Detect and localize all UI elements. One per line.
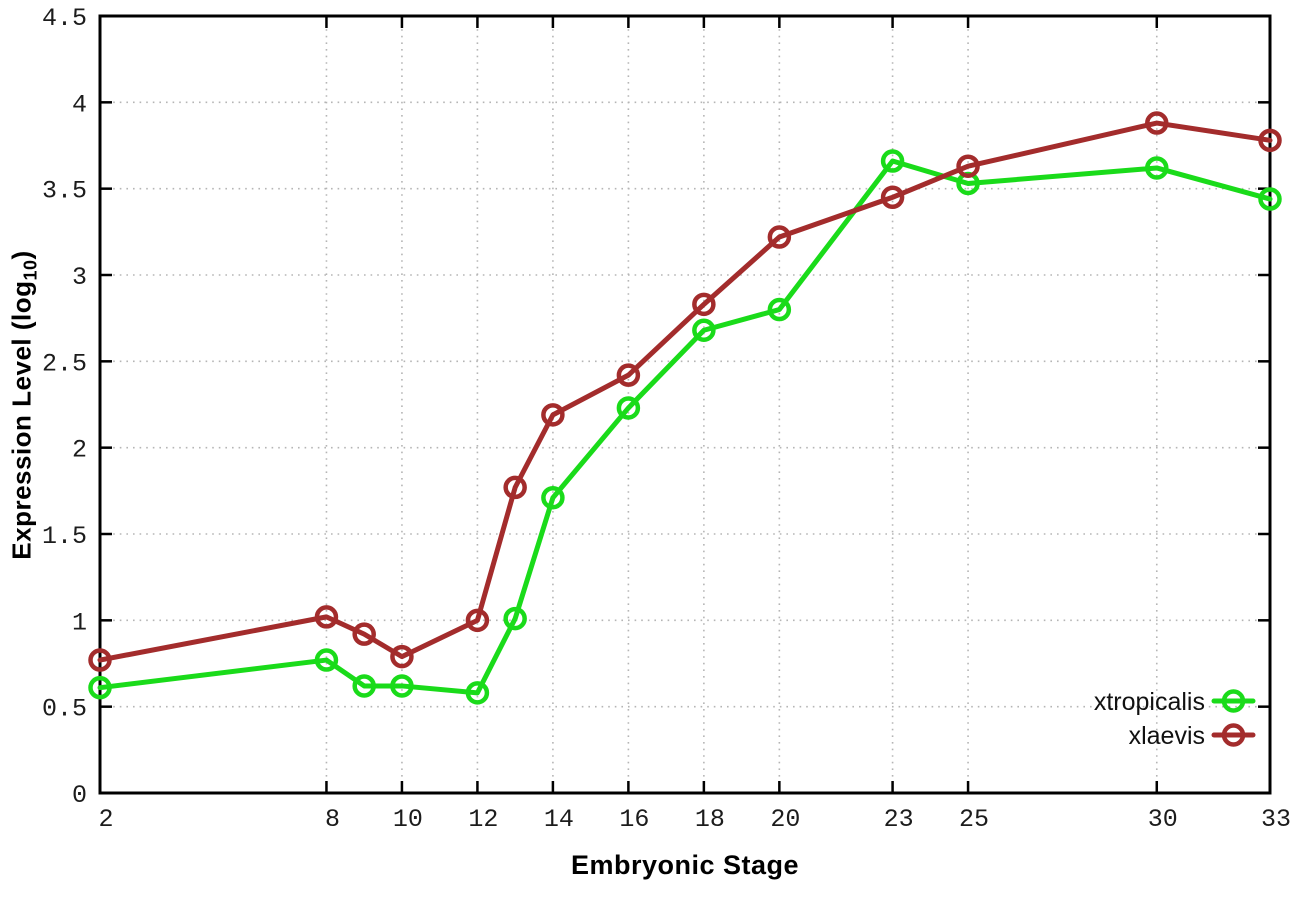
- x-tick-label: 23: [884, 805, 914, 834]
- series-xlaevis-marker: [541, 403, 565, 427]
- series-xlaevis-marker: [880, 185, 905, 210]
- x-tick-label: 14: [544, 805, 574, 834]
- series-xtropicalis-marker: [616, 396, 641, 420]
- series-xlaevis-marker: [465, 608, 490, 633]
- x-tick-label: 18: [695, 805, 725, 834]
- series-xtropicalis-marker: [88, 675, 112, 700]
- series-xtropicalis-marker: [1145, 156, 1169, 180]
- series-xtropicalis-marker: [390, 674, 414, 698]
- y-tick-label: 0.5: [42, 695, 87, 724]
- series-xtropicalis-marker: [314, 648, 339, 672]
- series-xtropicalis-marker: [503, 606, 527, 631]
- series-xtropicalis-marker: [541, 485, 565, 510]
- series-xlaevis-line: [97, 120, 1273, 663]
- y-tick-label: 4: [72, 90, 87, 119]
- series-xtropicalis-marker: [352, 674, 376, 698]
- x-tick-label: 25: [959, 805, 989, 834]
- series-xlaevis-marker: [503, 475, 527, 500]
- legend-label-xtropicalis: xtropicalis: [1094, 688, 1205, 716]
- x-tick-label: 30: [1148, 805, 1178, 834]
- series-xtropicalis-marker: [692, 318, 716, 343]
- y-tick-label: 1: [72, 608, 87, 637]
- series-xlaevis-marker: [956, 154, 980, 178]
- x-tick-label: 10: [393, 805, 423, 834]
- x-tick-label: 16: [619, 805, 649, 834]
- series-xlaevis-marker: [616, 363, 641, 387]
- series-xlaevis-marker: [692, 292, 716, 317]
- series-xtropicalis-marker: [880, 149, 905, 173]
- series-xlaevis-marker: [88, 648, 112, 672]
- series-xtropicalis-line: [97, 158, 1273, 696]
- x-tick-label: 8: [325, 805, 340, 834]
- series-xtropicalis-marker: [767, 297, 792, 322]
- y-tick-label: 4.5: [42, 4, 87, 33]
- series-xtropicalis-marker: [1258, 187, 1282, 211]
- series-xlaevis-marker: [352, 622, 376, 646]
- y-tick-label: 2: [72, 436, 87, 465]
- series-xlaevis-marker: [1258, 128, 1282, 153]
- legend-marker-xtropicalis: [1221, 689, 1246, 713]
- y-tick-label: 3.5: [42, 177, 87, 206]
- series-xlaevis-marker: [1145, 111, 1169, 135]
- y-axis-title-subscript: 10: [20, 259, 41, 281]
- y-tick-label: 2.5: [42, 349, 87, 378]
- legend-label-xlaevis: xlaevis: [1129, 722, 1205, 750]
- series-xlaevis-marker: [390, 644, 414, 669]
- y-tick-label: 3: [72, 263, 87, 292]
- x-tick-label: 12: [468, 805, 498, 834]
- x-tick-label: 33: [1261, 805, 1291, 834]
- y-axis-title: Expression Level (log10): [6, 250, 41, 559]
- x-axis-title: Embryonic Stage: [570, 850, 800, 880]
- y-tick-label: 0: [72, 781, 87, 810]
- y-axis-title-text: Expression Level (log: [6, 280, 37, 560]
- y-axis-title-suffix: ): [6, 250, 37, 260]
- y-tick-label: 1.5: [42, 522, 87, 551]
- series-xlaevis-marker: [314, 605, 339, 629]
- plot-frame: [98, 14, 1272, 795]
- x-tick-label: 2: [98, 805, 113, 834]
- legend-marker-xlaevis: [1221, 723, 1246, 747]
- series-xtropicalis-marker: [465, 681, 490, 705]
- series-xlaevis-marker: [767, 225, 792, 249]
- x-tick-label: 20: [770, 805, 800, 834]
